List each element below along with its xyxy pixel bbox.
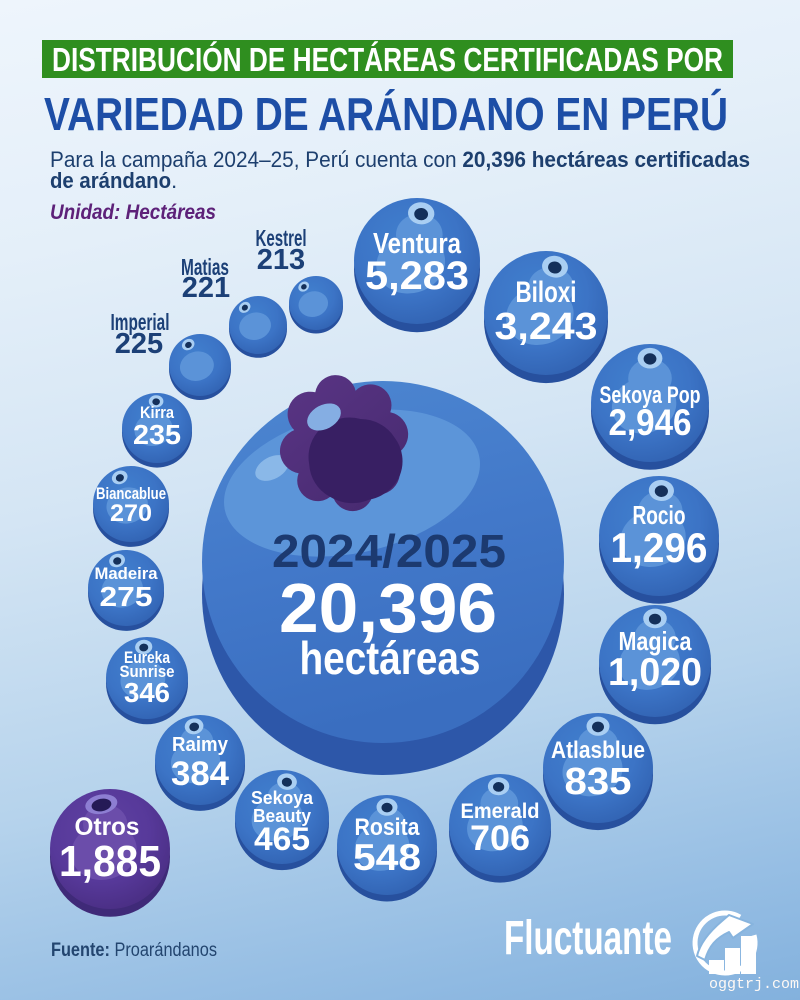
svg-text:235: 235: [133, 419, 181, 450]
svg-text:Raimy: Raimy: [172, 734, 229, 756]
svg-text:Kestrel: Kestrel: [256, 225, 307, 251]
svg-text:DISTRIBUCIÓN DE HECTÁREAS CERT: DISTRIBUCIÓN DE HECTÁREAS CERTIFICADAS P…: [52, 41, 723, 78]
svg-text:1,885: 1,885: [59, 837, 161, 886]
svg-text:oggtrj.com: oggtrj.com: [709, 976, 799, 993]
svg-text:Ventura: Ventura: [373, 228, 462, 260]
svg-text:Emerald: Emerald: [461, 800, 540, 823]
svg-text:Rosita: Rosita: [355, 814, 421, 841]
svg-text:3,243: 3,243: [495, 306, 598, 348]
svg-text:1,296: 1,296: [611, 524, 708, 571]
svg-text:Madeira: Madeira: [95, 564, 159, 583]
svg-text:Sekoya Pop: Sekoya Pop: [600, 382, 701, 409]
svg-text:221: 221: [182, 272, 230, 304]
svg-text:Eureka: Eureka: [124, 649, 171, 667]
svg-text:548: 548: [353, 837, 421, 878]
svg-text:de arándano.: de arándano.: [50, 168, 177, 193]
svg-text:2024/2025: 2024/2025: [272, 525, 506, 577]
svg-text:hectáreas: hectáreas: [300, 632, 481, 684]
svg-text:Para la campaña 2024–25, Perú: Para la campaña 2024–25, Perú cuenta con…: [50, 147, 750, 172]
svg-text:Fluctuante: Fluctuante: [504, 912, 672, 965]
svg-text:Magica: Magica: [619, 626, 692, 656]
svg-text:20,396: 20,396: [279, 569, 497, 647]
svg-text:5,283: 5,283: [365, 254, 469, 298]
svg-text:Matias: Matias: [181, 254, 229, 280]
svg-text:Biloxi: Biloxi: [516, 276, 577, 309]
svg-text:Rocio: Rocio: [633, 500, 686, 530]
svg-text:465: 465: [254, 821, 310, 857]
svg-text:Kirra: Kirra: [140, 403, 174, 422]
svg-text:270: 270: [110, 500, 152, 527]
svg-text:835: 835: [565, 761, 632, 803]
svg-text:Sunrise: Sunrise: [120, 663, 175, 681]
svg-text:706: 706: [470, 819, 530, 858]
svg-text:384: 384: [171, 755, 229, 793]
svg-text:1,020: 1,020: [608, 651, 702, 694]
svg-text:225: 225: [115, 328, 163, 360]
svg-text:346: 346: [124, 677, 170, 708]
svg-text:Atlasblue: Atlasblue: [551, 737, 645, 764]
svg-text:Sekoya: Sekoya: [251, 788, 314, 808]
svg-text:Imperial: Imperial: [111, 309, 170, 335]
svg-text:VARIEDAD DE ARÁNDANO EN PERÚ: VARIEDAD DE ARÁNDANO EN PERÚ: [44, 88, 728, 140]
svg-text:Fuente: Proarándanos: Fuente: Proarándanos: [51, 940, 217, 961]
svg-text:Biancablue: Biancablue: [96, 485, 166, 503]
svg-text:Beauty: Beauty: [253, 806, 311, 826]
svg-text:Unidad: Hectáreas: Unidad: Hectáreas: [50, 201, 216, 224]
svg-text:2,946: 2,946: [609, 402, 692, 443]
svg-text:275: 275: [100, 581, 153, 612]
svg-text:213: 213: [257, 244, 305, 276]
svg-text:Otros: Otros: [75, 813, 140, 841]
